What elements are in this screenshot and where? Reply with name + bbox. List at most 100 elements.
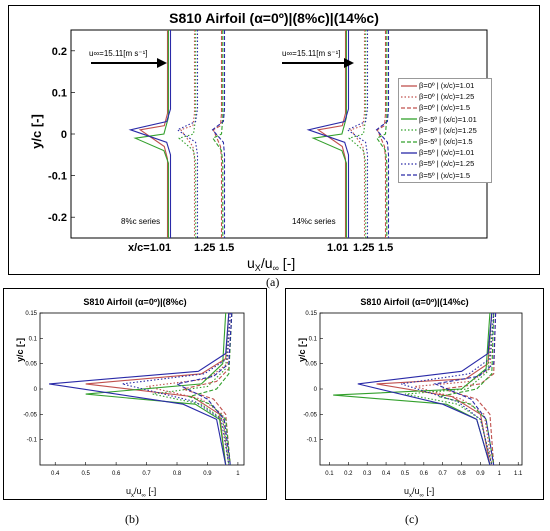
freestream-arrow-left xyxy=(91,58,167,68)
ytick-label: 0.05 xyxy=(305,362,317,368)
panel-b-title: S810 Airfoil (α=0º)|(8%c) xyxy=(83,297,187,307)
series-line xyxy=(401,312,495,466)
series-label-8pc: 8%c series xyxy=(121,217,160,226)
ytick-label: 0.1 xyxy=(309,336,318,342)
series-line xyxy=(133,30,169,238)
panel-c-title: S810 Airfoil (α=0º)|(14%c) xyxy=(360,297,469,307)
xtick-label: 0.4 xyxy=(51,471,60,477)
legend-label: β=5º | (x/c)=1.25 xyxy=(419,159,475,169)
xtick-label: 0.6 xyxy=(112,471,121,477)
series-line xyxy=(49,312,230,466)
panel-a-xtick-left-0: x/c=1.01 xyxy=(128,242,171,254)
series-line xyxy=(375,30,390,238)
series-line xyxy=(357,312,493,466)
panel-c-plot: 0.1 0.2 0.3 0.4 0.5 0.6 0.7 0.8 0.9 1 1.1 0.15 0.1 0.… xyxy=(303,311,523,499)
panel-a-title: S810 Airfoil (α=0º)|(8%c)|(14%c) xyxy=(169,10,379,26)
legend-item: β=5º | (x/c)=1.5 xyxy=(401,170,489,181)
xtick-label: 1 xyxy=(498,471,502,477)
legend-swatch xyxy=(401,118,417,120)
freestream-label-right: u∞=15.11[m s⁻¹] xyxy=(282,49,340,58)
xtick-label: 0.1 xyxy=(325,471,334,477)
ytick-label: -0.05 xyxy=(23,412,37,418)
legend-label: β=0º | (x/c)=1.5 xyxy=(419,103,471,113)
xtick-label: 0.8 xyxy=(173,471,182,477)
legend-item: β=0º | (x/c)=1.25 xyxy=(401,91,489,102)
legend-label: β=-5º | (x/c)=1.25 xyxy=(419,125,477,135)
series-line xyxy=(404,312,493,466)
xtick-label: 0.6 xyxy=(420,471,429,477)
xtick-label: 1.1 xyxy=(514,471,523,477)
ytick-label: 0 xyxy=(314,387,318,393)
xtick-label: 0.5 xyxy=(81,471,90,477)
series-line xyxy=(211,30,226,238)
legend-label: β=5º | (x/c)=1.01 xyxy=(419,148,475,158)
series-line xyxy=(376,30,388,238)
xtick-label: 0.3 xyxy=(363,471,372,477)
panel-b-xlabel: ux/u∞ [-] xyxy=(126,486,156,499)
legend-item: β=5º | (x/c)=1.01 xyxy=(401,147,489,158)
xtick-label: 0.9 xyxy=(203,471,212,477)
legend-item: β=0º | (x/c)=1.5 xyxy=(401,102,489,113)
series-line xyxy=(178,30,197,238)
legend-label: β=-5º | (x/c)=1.5 xyxy=(419,137,473,147)
ytick-label: 0.05 xyxy=(25,362,37,368)
xtick-label: 0.8 xyxy=(457,471,466,477)
ytick-label: 0.15 xyxy=(305,311,317,317)
panel-c-xlabel: ux/u∞ [-] xyxy=(404,486,434,499)
panel-label-b: (b) xyxy=(125,512,139,526)
panel-a-xtick-right-2: 1.5 xyxy=(378,242,393,254)
ytick-label: -0.1 xyxy=(48,171,67,183)
panel-label-a: (a) xyxy=(266,275,280,289)
ytick-label: -0.05 xyxy=(303,412,317,418)
figure-panel-c: S810 Airfoil (α=0º)|(14%c) y/c [-] 0.1 0.… xyxy=(285,288,544,500)
legend-swatch xyxy=(401,96,417,98)
panel-a-xtick-left-1: 1.25 xyxy=(194,242,215,254)
xtick-label: 0.5 xyxy=(401,471,410,477)
series-line xyxy=(349,30,366,238)
ytick-label: -0.1 xyxy=(27,438,38,444)
series-line xyxy=(442,312,497,466)
series-line xyxy=(348,30,367,238)
panel-a-xtick-right-0: 1.01 xyxy=(327,242,348,254)
panel-a-xlabel: uX/u∞ [-] xyxy=(247,255,295,273)
ytick-label: 0 xyxy=(61,129,67,141)
series-line xyxy=(175,312,233,466)
legend-item: β=-5º | (x/c)=1.5 xyxy=(401,136,489,147)
legend-swatch xyxy=(401,174,417,176)
series-line xyxy=(306,30,350,238)
legend-label: β=0º | (x/c)=1.25 xyxy=(419,92,475,102)
panel-a-xtick-left-2: 1.5 xyxy=(219,242,234,254)
legend-label: β=5º | (x/c)=1.5 xyxy=(419,170,471,180)
series-line xyxy=(438,312,495,466)
ytick-label: 0.15 xyxy=(25,311,37,317)
freestream-arrow-right xyxy=(282,58,354,68)
xtick-label: 0.7 xyxy=(439,471,448,477)
xtick-label: 0.2 xyxy=(344,471,353,477)
legend-label: β=0º | (x/c)=1.01 xyxy=(419,81,475,90)
legend-item: β=5º | (x/c)=1.25 xyxy=(401,158,489,169)
ytick-label: 0.1 xyxy=(29,336,38,342)
legend-swatch xyxy=(401,163,417,165)
panel-a-legend: β=0º | (x/c)=1.01 β=0º | (x/c)=1.25 β=0º |… xyxy=(398,78,492,183)
ytick-label: 0 xyxy=(34,387,38,393)
legend-swatch xyxy=(401,140,417,143)
panel-b-plot: 0.4 0.5 0.6 0.7 0.8 0.9 1 0.15 0.1 0.05 0 -0.05 -0.1… xyxy=(23,311,245,499)
xtick-label: 0.7 xyxy=(142,471,151,477)
panel-label-c: (c) xyxy=(405,512,419,526)
legend-item: β=0º | (x/c)=1.01 xyxy=(401,80,489,91)
series-line xyxy=(187,312,233,466)
legend-swatch xyxy=(401,129,417,132)
freestream-label-left: u∞=15.11[m s⁻¹] xyxy=(89,49,147,58)
series-line xyxy=(311,30,347,238)
series-line xyxy=(333,312,491,466)
series-line xyxy=(212,30,224,238)
legend-item: β=-5º | (x/c)=1.25 xyxy=(401,125,489,136)
series-line xyxy=(122,312,231,466)
series-line xyxy=(128,30,172,238)
xtick-label: 0.9 xyxy=(476,471,485,477)
legend-swatch xyxy=(401,107,417,109)
series-line xyxy=(146,312,231,466)
series-line xyxy=(152,312,230,466)
series-line xyxy=(376,312,493,466)
ytick-label: 0.1 xyxy=(52,87,67,99)
